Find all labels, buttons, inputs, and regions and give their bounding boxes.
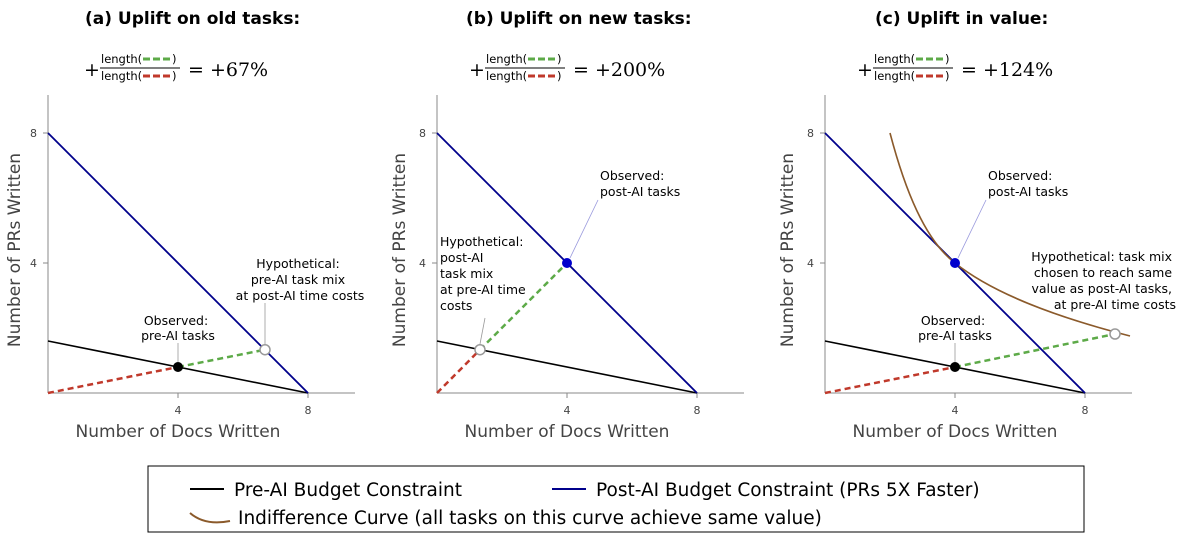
panel-a-observed-annotation: Observed: pre-AI tasks — [141, 313, 215, 343]
panel-c-xtick-4: 4 — [952, 404, 959, 417]
panel-a-ytick-8: 8 — [30, 127, 37, 140]
panel-b-title: (b) Uplift on new tasks: — [466, 9, 692, 29]
panel-c-hypothetical-annotation: Hypothetical: task mix chosen to reach s… — [1031, 249, 1176, 312]
panel-a-ytick-4: 4 — [30, 257, 37, 270]
panel-a-green-dashed-segment — [177, 348, 266, 369]
panel-a-eq-plus: + — [84, 59, 100, 81]
panel-b: (b) Uplift on new tasks: + length( ) len… — [390, 9, 744, 442]
panel-a-ylabel: Number of PRs Written — [5, 153, 25, 347]
panel-b-ylabel: Number of PRs Written — [390, 153, 410, 347]
panel-a-eq-result: = +67% — [188, 59, 268, 81]
legend-item-indifference: Indifference Curve (all tasks on this cu… — [189, 508, 822, 529]
panel-a-observed-pre-ai-point — [173, 362, 183, 372]
panel-c-eq-result: = +124% — [961, 59, 1053, 81]
panel-c-observed-pre-annotation: Observed: pre-AI tasks — [918, 313, 992, 343]
panel-a-eq-denominator: length( — [101, 69, 142, 83]
legend-item-pre-ai: Pre-AI Budget Constraint — [190, 480, 462, 501]
panel-b-eq-plus: + — [469, 59, 485, 81]
panel-c-xtick-8: 8 — [1082, 404, 1089, 417]
panel-b-xlabel: Number of Docs Written — [465, 422, 670, 442]
panel-c-ytick-8: 8 — [807, 127, 814, 140]
panel-c-title: (c) Uplift in value: — [875, 9, 1048, 29]
panel-b-eq-numerator: length( — [486, 52, 527, 66]
legend-box — [147, 465, 1085, 533]
panel-b-eq-result: = +200% — [573, 59, 665, 81]
panel-a-eq-numerator: length( — [101, 52, 142, 66]
panel-a-title: (a) Uplift on old tasks: — [85, 9, 300, 29]
panel-b-observed-post-ai-point — [562, 258, 572, 268]
panel-c-equation: + length( ) length( ) = +124% — [857, 52, 1053, 83]
panel-c-eq-plus: + — [857, 59, 873, 81]
panel-c-eq-numerator: length( — [874, 52, 915, 66]
panel-c-eq-denominator: length( — [874, 69, 915, 83]
panel-b-equation: + length( ) length( ) = +200% — [469, 52, 665, 83]
panel-b-ytick-4: 4 — [419, 257, 426, 270]
legend-item-post-ai: Post-AI Budget Constraint (PRs 5X Faster… — [552, 480, 980, 501]
legend-swatch-indifference — [189, 512, 231, 524]
svg-text:): ) — [172, 69, 177, 83]
panel-c-hypothetical-point — [1109, 328, 1121, 340]
panel-c-observed-post-annotation: Observed: post-AI tasks — [988, 168, 1068, 199]
panel-b-hypothetical-annotation: Hypothetical: post-AI task mix at pre-AI… — [440, 234, 530, 313]
panel-b-red-dashed-segment — [436, 348, 481, 394]
panel-a-equation: + length( ) length( ) = +67% — [84, 52, 268, 83]
legend-label-post-ai: Post-AI Budget Constraint (PRs 5X Faster… — [596, 480, 980, 501]
panel-c-xlabel: Number of Docs Written — [853, 422, 1058, 442]
svg-text:): ) — [945, 69, 950, 83]
panel-b-xtick-4: 4 — [564, 404, 571, 417]
panel-b-observed-annotation: Observed: post-AI tasks — [600, 168, 680, 199]
panel-b-xtick-8: 8 — [694, 404, 701, 417]
panel-c-ylabel: Number of PRs Written — [778, 153, 798, 347]
svg-text:): ) — [172, 52, 177, 66]
svg-text:): ) — [945, 52, 950, 66]
panel-a-red-dashed-segment — [47, 365, 179, 395]
panel-a-xtick-4: 4 — [175, 404, 182, 417]
panel-c-observed-pre-ai-point — [950, 362, 960, 372]
legend-label-indifference: Indifference Curve (all tasks on this cu… — [238, 508, 822, 529]
panel-c-ytick-4: 4 — [807, 257, 814, 270]
panel-c-green-dashed-segment — [954, 332, 1116, 369]
panel-b-ytick-8: 8 — [419, 127, 426, 140]
legend-label-pre-ai: Pre-AI Budget Constraint — [234, 480, 462, 501]
panel-c: (c) Uplift in value: + length( ) length(… — [778, 9, 1176, 442]
panel-b-hypothetical-point — [474, 343, 486, 356]
panel-c-red-dashed-segment — [824, 365, 956, 395]
legend: Pre-AI Budget Constraint Post-AI Budget … — [147, 465, 1085, 533]
panel-a-xlabel: Number of Docs Written — [76, 422, 281, 442]
svg-text:): ) — [557, 69, 562, 83]
panel-a: (a) Uplift on old tasks: + length( ) len… — [5, 9, 364, 442]
panel-a-hypothetical-annotation: Hypothetical: pre-AI task mix at post-AI… — [236, 256, 365, 303]
panel-c-observed-post-ai-point — [950, 258, 960, 268]
panel-a-hypothetical-point — [259, 343, 271, 356]
panel-b-eq-denominator: length( — [486, 69, 527, 83]
panel-b-green-dashed-segment — [479, 262, 568, 351]
svg-text:): ) — [557, 52, 562, 66]
panel-a-xtick-8: 8 — [305, 404, 312, 417]
